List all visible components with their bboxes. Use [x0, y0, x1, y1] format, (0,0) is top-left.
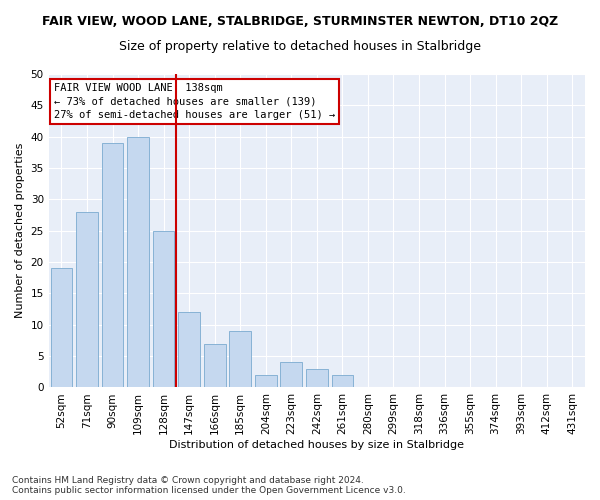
Text: FAIR VIEW, WOOD LANE, STALBRIDGE, STURMINSTER NEWTON, DT10 2QZ: FAIR VIEW, WOOD LANE, STALBRIDGE, STURMI…	[42, 15, 558, 28]
Bar	[76, 212, 98, 388]
Bar	[255, 375, 277, 388]
Bar	[153, 230, 175, 388]
Text: Size of property relative to detached houses in Stalbridge: Size of property relative to detached ho…	[119, 40, 481, 53]
Bar	[204, 344, 226, 388]
Bar	[101, 143, 124, 388]
Text: Contains HM Land Registry data © Crown copyright and database right 2024.
Contai: Contains HM Land Registry data © Crown c…	[12, 476, 406, 495]
Bar	[178, 312, 200, 388]
Y-axis label: Number of detached properties: Number of detached properties	[15, 143, 25, 318]
Bar	[306, 368, 328, 388]
X-axis label: Distribution of detached houses by size in Stalbridge: Distribution of detached houses by size …	[169, 440, 464, 450]
Bar	[229, 331, 251, 388]
Bar	[280, 362, 302, 388]
Text: FAIR VIEW WOOD LANE: 138sqm
← 73% of detached houses are smaller (139)
27% of se: FAIR VIEW WOOD LANE: 138sqm ← 73% of det…	[54, 84, 335, 120]
Bar	[332, 375, 353, 388]
Bar	[50, 268, 72, 388]
Bar	[127, 136, 149, 388]
